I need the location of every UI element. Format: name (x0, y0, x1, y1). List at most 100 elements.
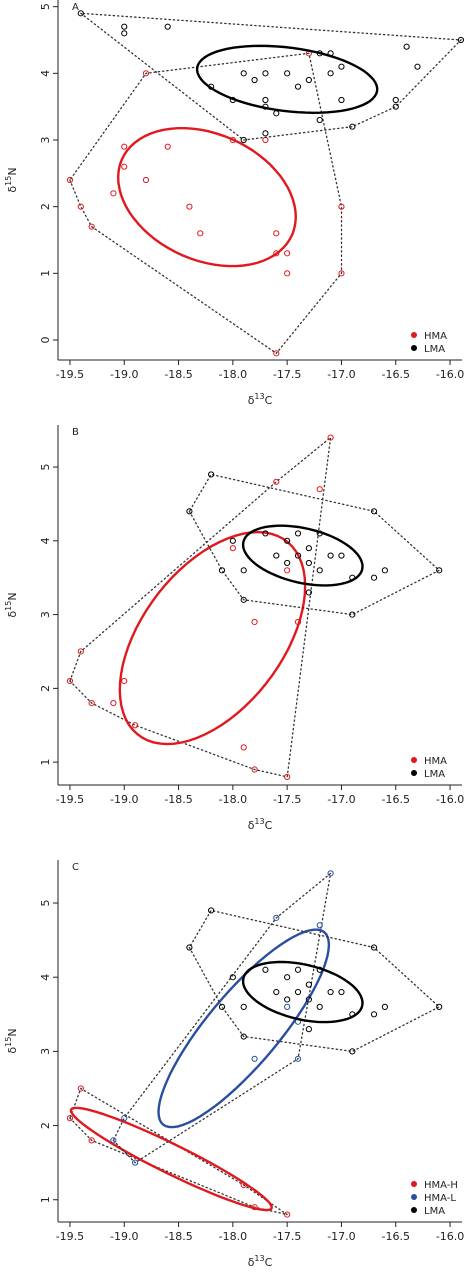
data-point (457, 36, 465, 44)
legend-swatch (411, 1194, 417, 1200)
x-tick-label: -19.5 (56, 368, 84, 381)
axis-title-part: N (6, 592, 19, 600)
data-point (121, 143, 128, 150)
convex-hull (78, 12, 463, 141)
data-point (294, 966, 302, 973)
x-axis-title: δ13C (248, 817, 273, 832)
data-point (284, 250, 291, 257)
data-point (110, 190, 117, 197)
superscript: 15 (4, 601, 13, 611)
data-point (142, 70, 150, 77)
data-point (327, 434, 334, 441)
data-point (88, 223, 95, 230)
legend-label: LMA (424, 769, 445, 780)
y-tick-label: 4 (39, 974, 52, 981)
data-point (305, 545, 312, 552)
y-tick-label: 0 (39, 337, 52, 344)
data-point (240, 1033, 247, 1040)
data-point (273, 350, 280, 357)
data-point (240, 136, 247, 144)
y-tick-label: 2 (39, 203, 52, 210)
data-point (208, 471, 215, 478)
x-tick-label: -19.0 (110, 1230, 138, 1243)
x-tick-label: -16.0 (436, 1230, 464, 1243)
superscript: 15 (4, 176, 13, 186)
data-point (240, 596, 247, 603)
data-point (66, 677, 74, 685)
data-point (284, 974, 291, 981)
data-point (284, 270, 291, 277)
axis-title-part: N (6, 1028, 19, 1036)
axis-title-part: δ (6, 611, 19, 618)
data-point (121, 677, 128, 685)
y-tick-label: 2 (39, 685, 52, 692)
data-point (110, 700, 117, 707)
convex-hull (69, 52, 343, 355)
data-point (240, 744, 247, 751)
data-point (316, 50, 323, 57)
data-point (121, 1115, 128, 1122)
x-tick-label: -19.5 (56, 793, 84, 806)
data-point (338, 270, 345, 277)
x-tick-label: -16.5 (382, 793, 410, 806)
axis-title-part: C (265, 819, 273, 832)
data-point (88, 1137, 95, 1144)
data-point (370, 574, 378, 581)
x-tick-label: -17.0 (327, 1230, 355, 1243)
axis-title-part: δ (248, 394, 255, 407)
y-tick-label: 1 (39, 270, 52, 277)
superscript: 15 (4, 1037, 13, 1047)
data-point (284, 1211, 291, 1218)
data-point (77, 10, 84, 17)
data-point (294, 988, 302, 996)
data-point (251, 618, 258, 626)
data-point (240, 70, 247, 77)
data-point (327, 870, 334, 877)
x-tick-label: -16.5 (382, 1230, 410, 1243)
data-point (251, 1055, 258, 1062)
data-point (273, 914, 280, 921)
data-point (121, 30, 128, 37)
y-axis-title: δ15N (4, 592, 19, 617)
y-axis-title: δ15N (4, 1028, 19, 1053)
y-tick-label: 5 (39, 900, 52, 907)
data-point (316, 530, 323, 537)
data-point (436, 1003, 443, 1010)
panel: -19.5 -19.0 -18.5 -18.0 -17.5 -17.0 -16.5 -16.0… (4, 425, 464, 832)
data-point (66, 1115, 74, 1122)
data-point (338, 63, 345, 70)
panel-label: C (72, 862, 79, 873)
y-tick-label: 3 (39, 137, 52, 144)
data-point (305, 589, 312, 596)
data-point (338, 203, 345, 210)
superscript: 13 (254, 392, 264, 401)
standard-ellipse (116, 126, 298, 268)
data-point (66, 176, 74, 184)
data-point (294, 1055, 302, 1062)
axis-title-part: C (265, 394, 273, 407)
y-tick-label: 4 (39, 537, 52, 544)
y-tick-label: 1 (39, 759, 52, 766)
data-point (284, 1003, 291, 1010)
data-point (132, 722, 139, 729)
data-point (305, 996, 312, 1003)
convex-hull (69, 435, 332, 778)
data-point (327, 70, 334, 77)
data-point (186, 203, 193, 210)
y-tick-label: 2 (39, 1122, 52, 1129)
data-point (294, 83, 302, 90)
data-point (218, 567, 226, 574)
legend-label: HMA-H (424, 1180, 458, 1191)
x-tick-label: -16.0 (436, 793, 464, 806)
legend-swatch (411, 332, 417, 338)
data-point (349, 1048, 356, 1055)
convex-hull (188, 473, 441, 616)
legend-swatch (411, 757, 417, 763)
data-point (262, 103, 269, 110)
data-point (381, 567, 388, 574)
data-point (251, 76, 258, 84)
data-point (229, 136, 236, 144)
data-point (316, 486, 323, 493)
x-tick-label: -17.0 (327, 793, 355, 806)
x-axis-title: δ13C (248, 1254, 273, 1269)
